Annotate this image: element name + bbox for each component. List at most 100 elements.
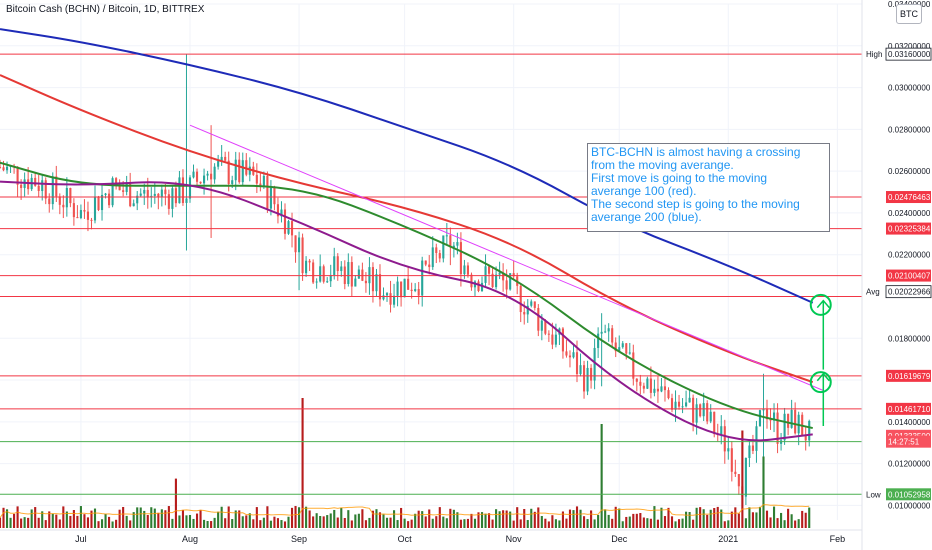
volume-bar: [393, 510, 396, 528]
volume-bar: [801, 510, 804, 528]
candle-body: [706, 403, 709, 422]
candle-body: [604, 331, 607, 333]
volume-bar: [438, 507, 441, 528]
volume-bar: [772, 506, 776, 528]
volume-bar: [9, 517, 12, 528]
candle-body: [720, 426, 723, 435]
candle-body: [646, 378, 649, 389]
volume-bar: [185, 515, 188, 528]
candle-body: [677, 401, 681, 407]
candle-body: [83, 210, 86, 212]
candle-body: [414, 289, 417, 291]
currency-button[interactable]: BTC: [896, 4, 922, 24]
volume-bar: [702, 509, 705, 528]
candle-body: [305, 260, 308, 274]
volume-bar: [248, 513, 251, 528]
volume-bar: [157, 512, 160, 528]
y-tick-label: 0.02800000: [888, 125, 931, 134]
volume-bar: [136, 507, 139, 528]
price-tag-value: 0.02022966: [888, 288, 931, 297]
price-tag-value: 0.03160000: [888, 50, 931, 59]
volume-bar: [424, 516, 427, 528]
candle-body: [681, 406, 684, 408]
candle-body: [20, 184, 23, 188]
volume-bar: [681, 518, 684, 528]
y-tick-label: 0.01800000: [888, 334, 931, 343]
candle-body: [58, 196, 61, 205]
price-tag: [885, 285, 932, 299]
candle-body: [572, 352, 575, 358]
annotation-line: First move is going to the moving: [591, 171, 768, 185]
candle-body: [435, 247, 438, 254]
y-tick-label: 0.03200000: [888, 42, 931, 51]
candle-body: [153, 193, 156, 196]
candle-body: [69, 188, 72, 204]
candle-body: [146, 189, 149, 198]
candle-body: [396, 281, 399, 296]
volume-bar: [491, 519, 494, 528]
volume-bar: [238, 510, 241, 528]
volume-bar: [259, 520, 262, 528]
candle-body: [364, 280, 367, 284]
volume-bar: [632, 513, 635, 528]
candle-body: [487, 266, 491, 274]
candle-body: [192, 171, 195, 178]
volume-bar: [72, 509, 75, 528]
volume-bar: [565, 518, 568, 528]
annotation-line: BTC-BCHN is almost having a crossing: [591, 145, 801, 159]
candle-body: [593, 347, 596, 381]
volume-bar: [456, 512, 459, 528]
volume-bar: [575, 506, 579, 528]
candle-body: [378, 274, 382, 300]
volume-bar: [104, 513, 107, 528]
volume-bar: [111, 521, 114, 528]
candle-body: [660, 386, 663, 392]
candle-body: [554, 334, 557, 345]
price-tag-label: Avg: [866, 288, 880, 297]
volume-bar: [312, 516, 315, 528]
candle-body: [294, 235, 297, 253]
volume-bar: [484, 513, 487, 528]
volume-bar: [48, 511, 51, 528]
candle-body: [354, 278, 357, 287]
volume-bar: [364, 520, 367, 528]
candle-body: [231, 180, 234, 185]
volume-bar: [593, 519, 596, 528]
volume-bar: [611, 518, 614, 528]
candle-body: [477, 281, 480, 291]
volume-bar: [769, 517, 772, 528]
candle-body: [174, 188, 177, 204]
candle-body: [90, 219, 93, 221]
volume-bar: [150, 507, 153, 528]
volume-bar: [65, 511, 68, 528]
volume-bar: [544, 518, 547, 528]
volume-bar: [688, 511, 691, 528]
volume-bar: [213, 517, 216, 528]
annotation-note[interactable]: BTC-BCHN is almost having a crossing fro…: [587, 143, 830, 232]
price-tag: [886, 369, 931, 382]
volume-bar: [326, 515, 329, 528]
candle-body: [385, 293, 389, 296]
volume-bar: [178, 515, 181, 528]
volume-bar: [83, 514, 86, 528]
candle-body: [607, 328, 610, 332]
candle-body: [526, 305, 529, 315]
candle-body: [670, 398, 674, 410]
volume-bar: [174, 478, 177, 528]
candle-body: [653, 388, 656, 393]
candle-body: [199, 181, 202, 184]
volume-bar: [787, 508, 790, 528]
volume-bar: [41, 511, 44, 528]
volume-bar: [100, 519, 104, 528]
volume-bar: [199, 509, 202, 528]
volume-bar: [561, 511, 564, 528]
candle-body: [586, 367, 589, 392]
candle-body: [280, 209, 283, 217]
volume-bar: [720, 509, 723, 528]
candle-body: [171, 188, 174, 209]
volume-bar: [530, 508, 533, 528]
price-tag-value: 0.01619679: [888, 372, 931, 381]
volume-bar: [628, 516, 631, 528]
candle-body: [618, 347, 621, 352]
